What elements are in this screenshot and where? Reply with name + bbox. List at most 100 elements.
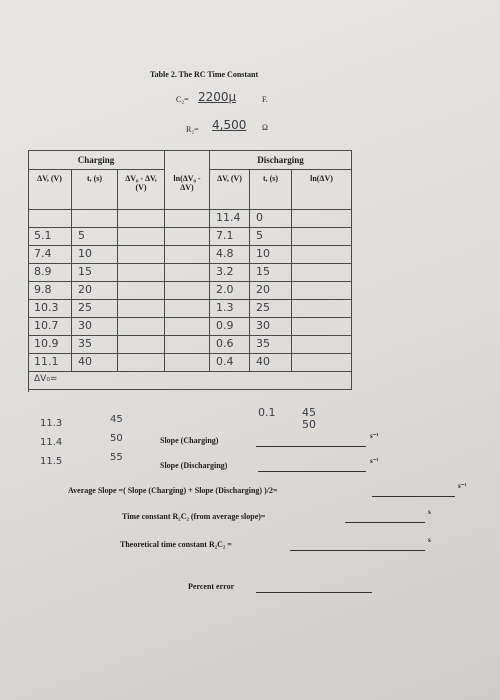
column-header: ln(ΔV) <box>292 170 352 210</box>
table-cell: 40 <box>72 354 118 372</box>
calc-label: Average Slope =( Slope (Charging) + Slop… <box>68 486 278 495</box>
cell-value: 7.4 <box>34 247 52 260</box>
table-cell: 4.8 <box>210 246 250 264</box>
extra-value: 11.4 <box>40 437 63 448</box>
column-header: t, (s) <box>72 170 118 210</box>
table-cell: 40 <box>250 354 292 372</box>
cell-value: 0.4 <box>216 355 234 368</box>
table-cell <box>118 264 165 282</box>
table-cell: 7.1 <box>210 228 250 246</box>
table-cell: 15 <box>250 264 292 282</box>
calc-label: Percent error <box>188 582 235 591</box>
table-cell <box>165 318 210 336</box>
calc-unit: s⁻¹ <box>370 432 379 440</box>
table-cell <box>118 300 165 318</box>
table-cell <box>118 228 165 246</box>
cell-value: 10.7 <box>34 319 59 332</box>
table-cell: 8.9 <box>28 264 72 282</box>
table-cell <box>292 336 352 354</box>
capacitance-value: 2200µ <box>198 90 237 104</box>
column-header: t, (s) <box>250 170 292 210</box>
cell-value: 10 <box>78 247 92 260</box>
table-cell: 0.4 <box>210 354 250 372</box>
header-cell <box>165 150 210 170</box>
table-cell <box>118 210 165 228</box>
column-header-text: ΔV, (V) <box>217 174 242 183</box>
table-cell: 10.7 <box>28 318 72 336</box>
cell-value: 3.2 <box>216 265 234 278</box>
calc-label: Theoretical time constant R₂C₂ = <box>120 540 232 549</box>
table-cell: 5 <box>72 228 118 246</box>
table-cell: 25 <box>72 300 118 318</box>
cell-value: 20 <box>78 283 92 296</box>
table-cell: 7.4 <box>28 246 72 264</box>
cell-value: 15 <box>78 265 92 278</box>
table-frame <box>28 150 352 151</box>
table-cell <box>292 264 352 282</box>
cell-value: 20 <box>256 283 270 296</box>
table-cell: 30 <box>72 318 118 336</box>
extra-value: 11.3 <box>40 418 63 429</box>
table-cell: 0 <box>250 210 292 228</box>
extra-value: 50 <box>110 433 123 444</box>
cell-value: 35 <box>256 337 270 350</box>
table-cell <box>292 354 352 372</box>
column-header: ln(ΔV₀ - ΔV) <box>165 170 210 210</box>
table-cell <box>165 264 210 282</box>
table-cell <box>118 318 165 336</box>
cell-value: 10 <box>256 247 270 260</box>
group-header-text: Discharging <box>257 154 304 165</box>
table-cell: 10 <box>250 246 292 264</box>
footer-cell: ΔV₀= <box>28 372 352 390</box>
cell-value: 5 <box>78 229 85 242</box>
table-cell <box>165 210 210 228</box>
cell-value: 2.0 <box>216 283 234 296</box>
cell-value: 40 <box>256 355 270 368</box>
table-cell <box>292 282 352 300</box>
table-cell <box>165 354 210 372</box>
table-cell: 0.6 <box>210 336 250 354</box>
table-cell: 25 <box>250 300 292 318</box>
cell-value: 7.1 <box>216 229 234 242</box>
answer-line <box>345 522 425 523</box>
table-cell <box>118 354 165 372</box>
table-cell: 5.1 <box>28 228 72 246</box>
table-cell: 10.9 <box>28 336 72 354</box>
calc-label: Time constant R₂C₂ (from average slope)= <box>122 512 266 521</box>
extra-value: 45 <box>110 414 123 425</box>
calc-unit: s⁻¹ <box>370 457 379 465</box>
column-header: ΔV, (V) <box>28 170 72 210</box>
cell-value: 9.8 <box>34 283 52 296</box>
calc-unit: s <box>428 536 431 544</box>
table-cell: 35 <box>250 336 292 354</box>
table-cell <box>72 210 118 228</box>
cell-value: 10.3 <box>34 301 59 314</box>
table-cell: 20 <box>72 282 118 300</box>
cell-value: 35 <box>78 337 92 350</box>
extra-value: 11.5 <box>40 456 63 467</box>
extra-value: 0.1 <box>258 406 276 419</box>
cell-value: 30 <box>78 319 92 332</box>
resistance-value: 4,500 <box>212 118 247 132</box>
table-cell <box>292 210 352 228</box>
table-cell <box>292 246 352 264</box>
table-cell: 5 <box>250 228 292 246</box>
group-header: Charging <box>28 150 165 170</box>
calc-label: Slope (Charging) <box>160 436 219 445</box>
cell-value: 0 <box>256 211 263 224</box>
answer-line <box>372 496 455 497</box>
table-cell <box>165 246 210 264</box>
resistance-label: R₂= <box>186 125 199 134</box>
answer-line <box>256 446 366 447</box>
extra-value: 45 <box>302 406 316 419</box>
cell-value: 25 <box>256 301 270 314</box>
cell-value: 25 <box>78 301 92 314</box>
capacitance-unit: F. <box>262 95 268 104</box>
column-header-text: ΔV₀ - ΔV, (V) <box>125 174 157 192</box>
group-header-text: Charging <box>77 154 115 165</box>
table-cell: 30 <box>250 318 292 336</box>
table-cell: 11.4 <box>210 210 250 228</box>
table-cell <box>118 336 165 354</box>
table-cell <box>165 300 210 318</box>
